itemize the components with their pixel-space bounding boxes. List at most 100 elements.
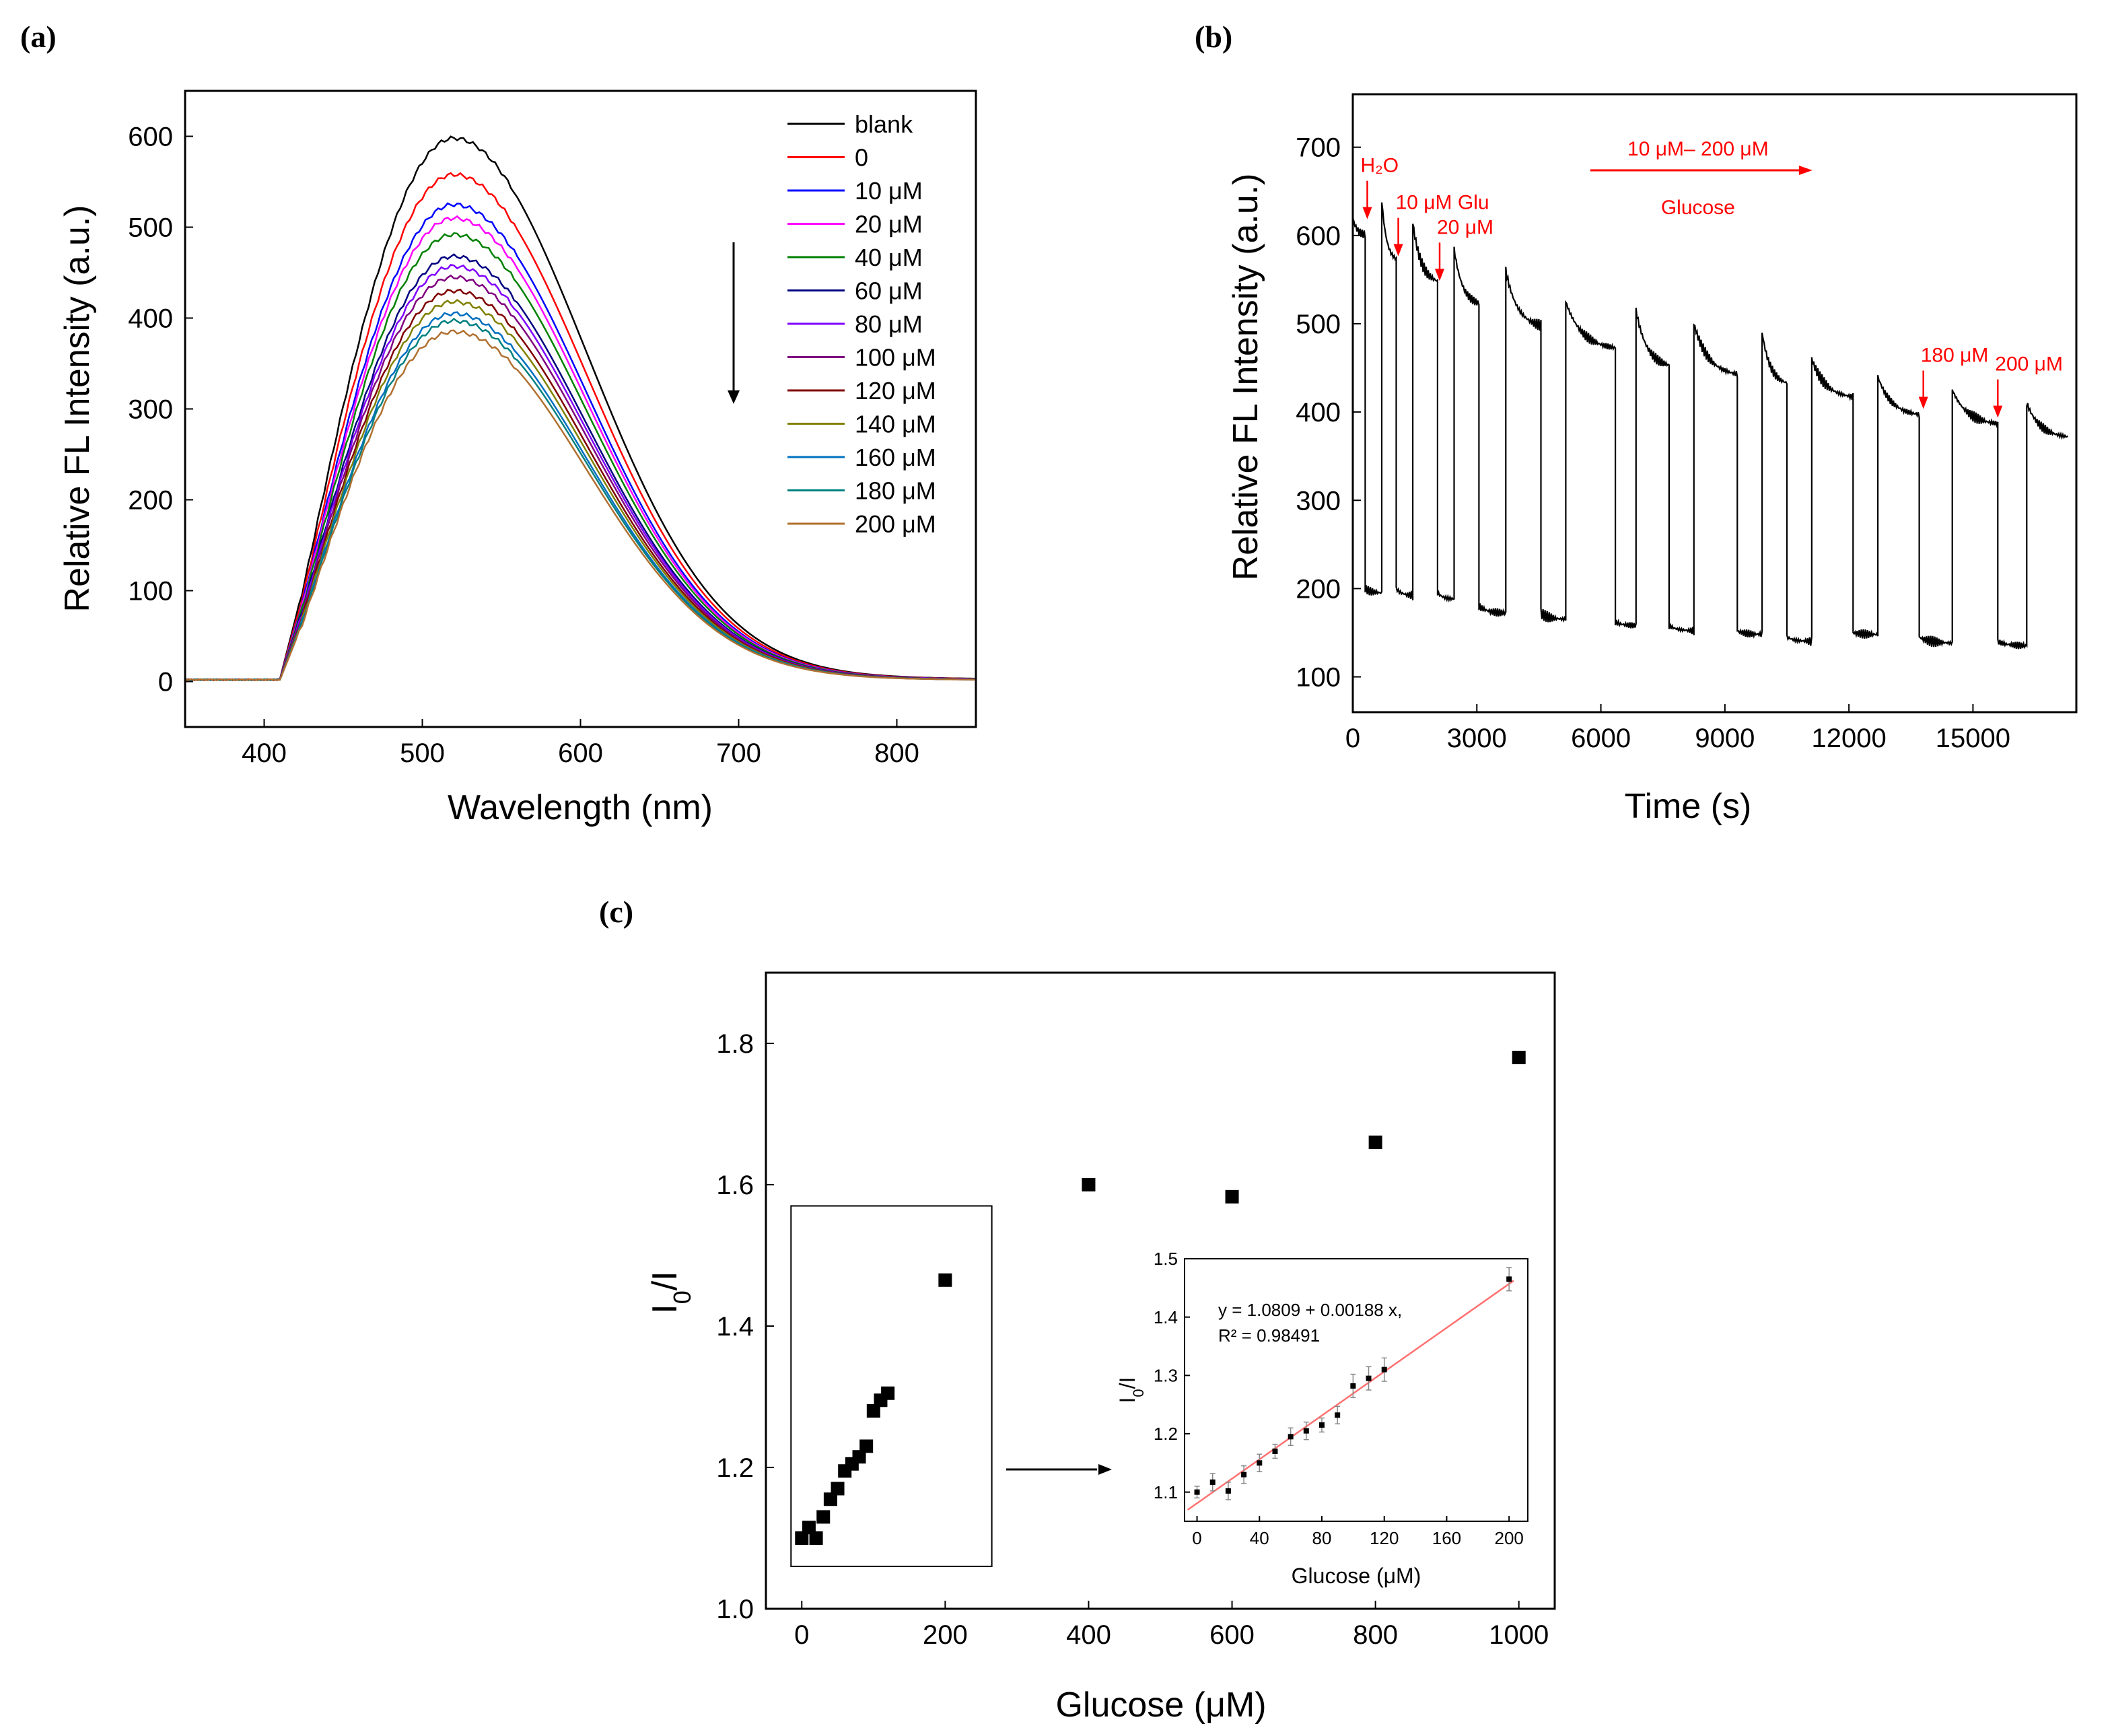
scatter-point-10 (866, 1404, 880, 1418)
inset-fit-line (1187, 1280, 1514, 1511)
panel-a-ylabel: Relative FL Intensity (a.u.) (58, 205, 97, 613)
panel-c-ytick-label-3: 1.6 (716, 1171, 754, 1200)
panel-a-trend-arrowhead (728, 390, 740, 404)
panel-a-ytick-label-5: 500 (128, 213, 173, 243)
legend-label-11: 180 μM (855, 477, 936, 505)
inset-point-12 (1381, 1366, 1387, 1373)
panel-a-ytick-label-2: 200 (128, 486, 173, 516)
inset-xtick-label-5: 200 (1494, 1528, 1523, 1548)
panel-b-frame (1351, 93, 2078, 714)
panel-a-ytick-label-4: 400 (128, 304, 173, 334)
scatter-point-3 (816, 1510, 831, 1524)
inset-point-3 (1241, 1471, 1247, 1478)
panel-a-ytick-label-6: 600 (128, 123, 173, 152)
legend-label-3: 20 μM (855, 211, 923, 238)
scatter-point-5 (831, 1482, 845, 1496)
inset-ytick-label-0: 1.1 (1154, 1482, 1178, 1502)
panel-a-xtick-label-4: 800 (874, 738, 919, 768)
panel-b-xtick-label-1: 3000 (1447, 724, 1507, 753)
panel-b-ytick-label-2: 300 (1296, 486, 1341, 516)
annotation-label-1: 10 μM Glu (1396, 192, 1489, 214)
panel-c-ytick-label-1: 1.2 (716, 1453, 754, 1483)
inset-point-13 (1506, 1276, 1512, 1282)
scatter-point-2 (809, 1531, 823, 1545)
scatter-point-0 (795, 1531, 809, 1545)
scatter-point-1 (802, 1521, 816, 1535)
panel-label-c: (c) (599, 895, 633, 929)
inset-point-4 (1257, 1460, 1263, 1466)
panel-c-ylabel: I0/I (645, 1271, 696, 1313)
time-trace-line (1351, 202, 2068, 650)
inset-r2: R² = 0.98491 (1218, 1325, 1320, 1346)
annotation-arrowhead-6 (1993, 405, 2003, 418)
scatter-point-4 (823, 1492, 837, 1506)
panel-b-xtick-label-4: 12000 (1812, 724, 1887, 753)
panel-b-ytick-label-1: 200 (1296, 574, 1341, 604)
scatter-point-12 (881, 1386, 895, 1400)
inset-point-7 (1303, 1428, 1309, 1434)
annotation-arrowhead-1 (1393, 244, 1403, 256)
scatter-point-17 (1512, 1051, 1526, 1064)
legend-label-4: 40 μM (855, 244, 923, 271)
panel-c-ytick-label-0: 1.0 (716, 1595, 754, 1624)
panel-c-ytick-label-2: 1.4 (716, 1312, 754, 1342)
annotation-label-4: Glucose (1661, 197, 1735, 219)
panel-b-ytick-label-6: 700 (1296, 133, 1341, 163)
panel-a-legend: blank 0 10 μM 20 μM 40 μM 60 μM 80 μM 100 μM 120… (787, 110, 936, 538)
panel-b-xtick-label-2: 6000 (1571, 724, 1631, 753)
panel-c-xtick-label-2: 400 (1066, 1620, 1111, 1650)
panel-a-ytick-label-1: 100 (128, 577, 173, 606)
scatter-point-8 (852, 1450, 866, 1464)
annotation-label-6: 200 μM (1995, 353, 2063, 376)
panel-c-frame (765, 971, 1556, 1610)
legend-label-10: 160 μM (855, 444, 936, 471)
panel-b-ytick-label-4: 500 (1296, 310, 1341, 339)
panel-b-ytick-label-3: 400 (1296, 398, 1341, 427)
inset-pointer-arrowhead (1098, 1464, 1112, 1475)
panel-b-xtick-label-0: 0 (1345, 724, 1360, 753)
panel-b-xtick-label-5: 15000 (1936, 724, 2010, 753)
panel-b-xtick-label-3: 9000 (1695, 724, 1755, 753)
panel-c-xtick-label-5: 1000 (1489, 1620, 1549, 1650)
annotation-label-2: 20 μM (1437, 216, 1493, 238)
scatter-point-14 (1082, 1178, 1096, 1191)
scatter-point-16 (1368, 1136, 1382, 1149)
panel-a: 400 500 600 700 800 0 100 200 300 400 500 600 Wavel… (58, 90, 977, 827)
panel-a-xtick-label-2: 600 (558, 738, 603, 768)
legend-label-6: 80 μM (855, 310, 923, 338)
inset-ytick-label-4: 1.5 (1154, 1249, 1178, 1269)
panel-c-ytick-label-4: 1.8 (716, 1029, 754, 1059)
inset-xtick-label-2: 80 (1312, 1528, 1332, 1548)
inset-ytick-label-3: 1.4 (1154, 1307, 1178, 1327)
panel-a-xtick-label-1: 500 (400, 738, 445, 768)
panel-c-xtick-label-3: 600 (1209, 1620, 1255, 1650)
panel-label-a: (a) (20, 20, 57, 54)
inset-equation: y = 1.0809 + 0.00188 x, (1218, 1300, 1402, 1320)
scatter-point-15 (1225, 1189, 1239, 1204)
panel-c-xlabel: Glucose (μM) (1055, 1686, 1266, 1725)
inset-ylabel: I0/I (1115, 1377, 1147, 1403)
inset-point-6 (1288, 1434, 1294, 1440)
legend-label-9: 140 μM (855, 411, 936, 438)
panel-b-ylabel: Relative FL Intensity (a.u.) (1226, 174, 1265, 581)
inset-point-0 (1194, 1489, 1200, 1495)
panel-b-ytick-label-5: 600 (1296, 221, 1341, 251)
inset-ytick-label-1: 1.2 (1154, 1424, 1178, 1444)
panel-a-ytick-label-0: 0 (158, 668, 173, 697)
spectrum-line-12 (184, 329, 976, 681)
inset-xtick-label-1: 40 (1250, 1528, 1269, 1548)
legend-label-12: 200 μM (855, 510, 936, 538)
inset-xlabel: Glucose (μM) (1292, 1564, 1421, 1588)
inset-xtick-label-3: 120 (1370, 1528, 1399, 1548)
annotation-label-3: 10 μM– 200 μM (1627, 138, 1769, 160)
panel-c-xtick-label-4: 800 (1353, 1620, 1398, 1650)
inset-point-2 (1225, 1488, 1231, 1494)
legend-label-8: 120 μM (855, 377, 936, 405)
panel-b-ytick-label-0: 100 (1296, 663, 1341, 693)
panel-a-xlabel: Wavelength (nm) (448, 788, 713, 827)
annotation-arrowhead-2 (1435, 269, 1444, 281)
annotation-arrowhead-5 (1918, 396, 1928, 409)
legend-label-7: 100 μM (855, 344, 936, 372)
